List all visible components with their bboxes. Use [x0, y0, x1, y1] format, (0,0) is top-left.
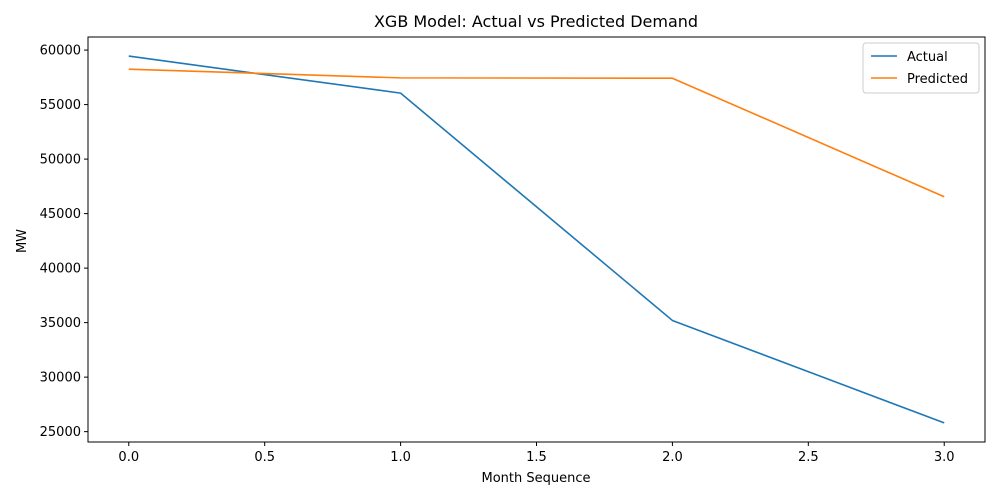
- legend-label: Predicted: [907, 72, 968, 87]
- y-tick-label: 60000: [40, 44, 81, 59]
- x-tick-label: 2.5: [798, 450, 819, 465]
- x-tick-label: 1.0: [390, 450, 411, 465]
- y-tick-label: 25000: [40, 425, 81, 440]
- x-tick-label: 0.5: [254, 450, 275, 465]
- series-line-actual: [128, 55, 945, 424]
- x-axis-label: Month Sequence: [481, 471, 590, 486]
- series-layer: [128, 55, 945, 424]
- x-tick-label: 1.5: [526, 450, 547, 465]
- y-tick-label: 40000: [40, 262, 81, 277]
- y-tick-label: 45000: [40, 207, 81, 222]
- legend: Actual Predicted: [862, 42, 980, 94]
- y-tick-label: 55000: [40, 98, 81, 113]
- chart-title: XGB Model: Actual vs Predicted Demand: [374, 12, 698, 31]
- y-axis-label: MW: [15, 229, 30, 253]
- y-tick-label: 30000: [40, 371, 81, 386]
- plot-area: 0.0 0.5 1.0 1.5 2.0 2.5 3.0 25000 30000 35000 400…: [40, 36, 986, 465]
- y-tick-label: 50000: [40, 153, 81, 168]
- x-tick-label: 2.0: [662, 450, 683, 465]
- series-line-predicted: [128, 68, 945, 198]
- y-axis-ticks: 25000 30000 35000 40000 45000 50000 55000 60000: [40, 44, 88, 440]
- y-tick-label: 35000: [40, 316, 81, 331]
- x-axis-ticks: 0.0 0.5 1.0 1.5 2.0 2.5 3.0: [118, 442, 955, 465]
- legend-label: Actual: [907, 50, 948, 65]
- x-tick-label: 0.0: [118, 450, 139, 465]
- x-tick-label: 3.0: [934, 450, 955, 465]
